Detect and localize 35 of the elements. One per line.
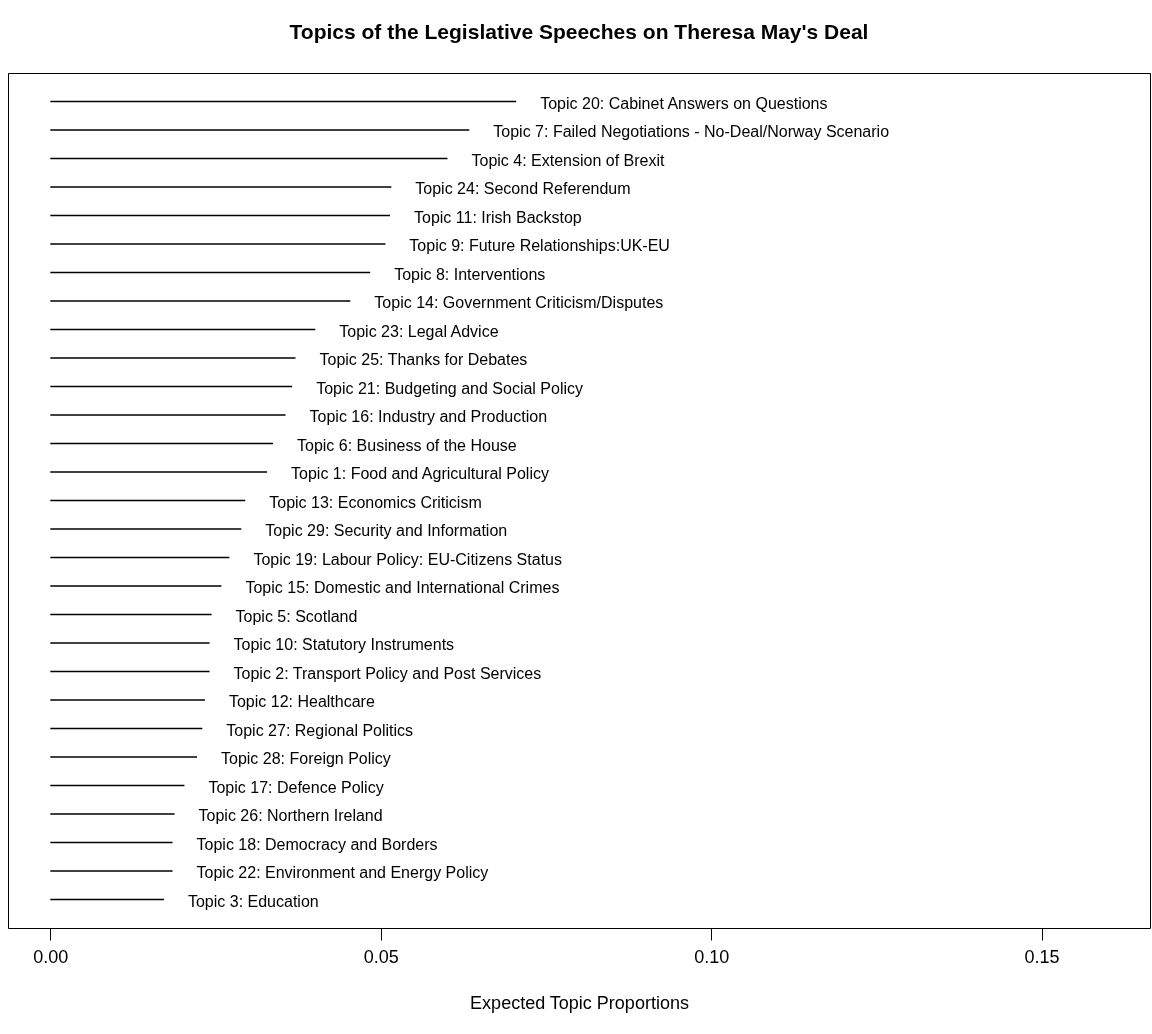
y-tick-label: Topic 25: Thanks for Debates — [319, 351, 528, 368]
y-tick-label: Topic 13: Economics Criticism — [269, 493, 482, 511]
y-tick-label: Topic 21: Budgeting and Social Policy — [316, 379, 584, 397]
y-tick-label: Topic 16: Industry and Production — [309, 408, 548, 425]
y-tick-label: Topic 7: Failed Negotiations - No-Deal/Norway Scenario — [493, 123, 890, 140]
y-tick-label: Topic 10: Statutory Instruments — [233, 636, 455, 653]
y-tick-label: Topic 28: Foreign Policy — [221, 750, 391, 767]
x-tick-label: 0.00 — [33, 946, 69, 967]
y-tick-label: Topic 4: Extension of Brexit — [471, 151, 666, 169]
y-tick-label: Topic 14: Government Criticism/Disputes — [374, 294, 664, 311]
y-tick-label: Topic 19: Labour Policy: EU-Citizens Status — [253, 550, 562, 568]
y-tick-label: Topic 8: Interventions — [394, 265, 546, 283]
y-tick-label: Topic 27: Regional Politics — [226, 721, 414, 739]
x-axis-title: Expected Topic Proportions — [470, 992, 689, 1013]
y-tick-label: Topic 2: Transport Policy and Post Services — [233, 664, 542, 682]
y-tick-label: Topic 9: Future Relationships:UK-EU — [409, 237, 670, 254]
y-tick-label: Topic 22: Environment and Energy Policy — [196, 864, 489, 881]
chart-title: Topics of the Legislative Speeches on Theresa May's Deal — [289, 20, 869, 43]
y-tick-label: Topic 5: Scotland — [235, 607, 358, 625]
x-tick-label: 0.05 — [363, 946, 399, 967]
y-tick-label: Topic 1: Food and Agricultural Policy — [291, 465, 549, 482]
y-tick-label: Topic 3: Education — [187, 892, 319, 910]
y-tick-label: Topic 23: Legal Advice — [339, 322, 499, 340]
y-tick-label: Topic 20: Cabinet Answers on Questions — [540, 94, 828, 112]
y-tick-label: Topic 26: Northern Ireland — [198, 807, 383, 824]
y-tick-label: Topic 24: Second Referendum — [415, 180, 631, 197]
y-tick-label: Topic 29: Security and Information — [265, 522, 508, 539]
y-tick-label: Topic 12: Healthcare — [228, 693, 375, 710]
y-tick-label: Topic 11: Irish Backstop — [413, 208, 582, 226]
y-tick-label: Topic 17: Defence Policy — [208, 778, 384, 796]
y-tick-label: Topic 18: Democracy and Borders — [196, 835, 438, 853]
x-tick-label: 0.15 — [1024, 946, 1060, 967]
y-tick-label: Topic 6: Business of the House — [297, 436, 517, 454]
y-tick-label: Topic 15: Domestic and International Crimes — [245, 579, 560, 596]
x-tick-label: 0.10 — [694, 946, 730, 967]
